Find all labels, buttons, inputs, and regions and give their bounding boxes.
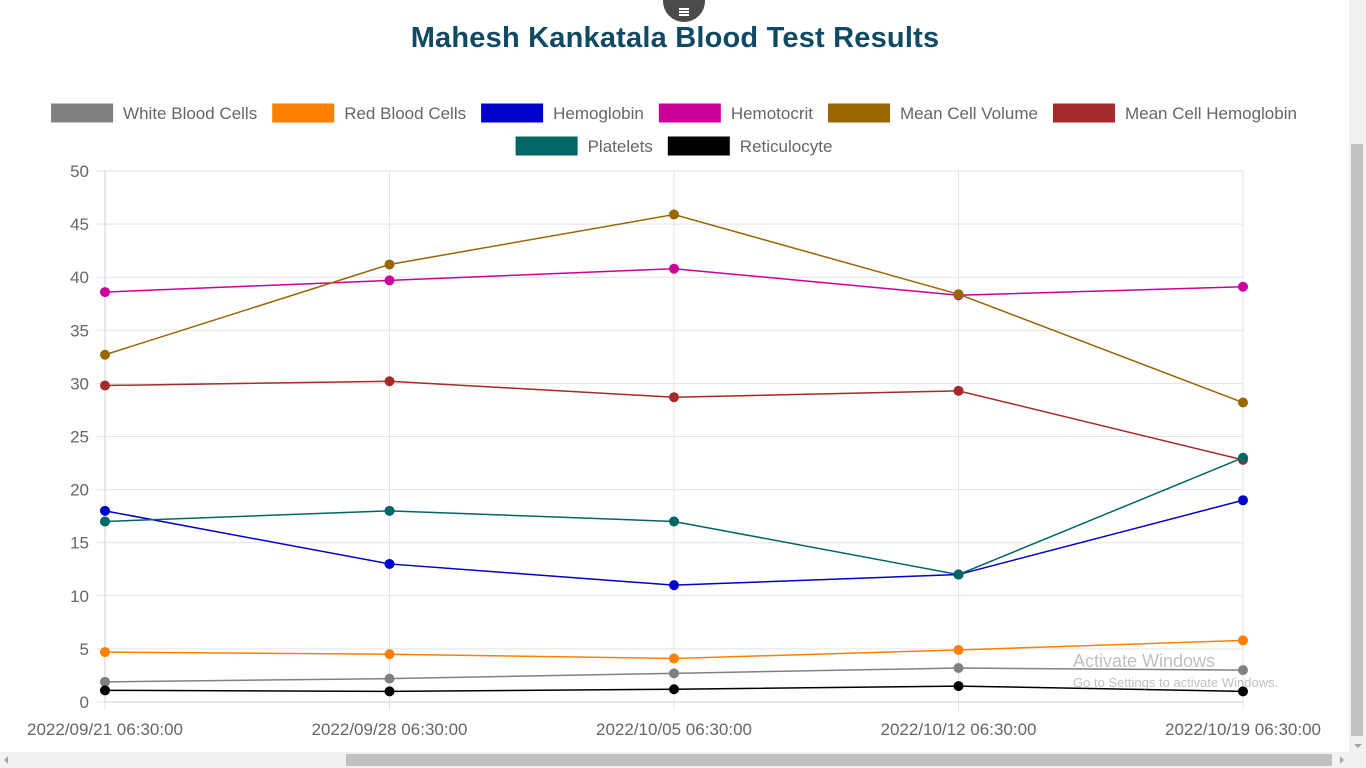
y-tick-label: 20	[70, 481, 89, 500]
vertical-scrollbar[interactable]	[1349, 0, 1366, 752]
y-tick-label: 30	[70, 374, 89, 393]
legend-label: Platelets	[588, 137, 653, 156]
legend-swatch	[481, 103, 544, 123]
data-point	[100, 380, 110, 391]
data-point	[669, 653, 679, 664]
scroll-right-arrow-icon[interactable]	[1340, 756, 1344, 764]
data-point	[953, 681, 964, 692]
chart-title: Mahesh Kankatala Blood Test Results	[410, 22, 940, 54]
legend-label: Mean Cell Volume	[900, 104, 1038, 123]
data-point	[669, 516, 679, 527]
data-point	[100, 516, 110, 527]
data-point	[669, 668, 679, 679]
data-point	[1238, 452, 1248, 463]
y-tick-label: 25	[70, 428, 89, 447]
legend-swatch	[51, 103, 114, 123]
vertical-scroll-thumb[interactable]	[1351, 144, 1363, 736]
line-chart: 0 5 10 15 20 25 30 35 40 45 50 2022/09/21 06:30:00 2…	[27, 103, 1321, 739]
data-point	[100, 287, 110, 298]
legend-swatch	[667, 136, 730, 156]
data-point	[953, 663, 964, 674]
x-tick-label: 2022/09/21 06:30:00	[27, 720, 183, 739]
y-tick-label: 50	[70, 162, 89, 181]
scroll-left-arrow-icon[interactable]	[4, 756, 8, 764]
data-point	[384, 649, 395, 660]
data-point	[100, 647, 110, 658]
legend-swatch	[515, 136, 578, 156]
legend-swatch	[658, 103, 721, 123]
data-point	[953, 644, 964, 655]
data-point	[384, 686, 395, 697]
data-point	[669, 684, 679, 695]
x-tick-label: 2022/10/12 06:30:00	[881, 720, 1037, 739]
data-point	[1238, 665, 1248, 676]
horizontal-scroll-thumb[interactable]	[346, 754, 1332, 766]
data-point	[669, 263, 679, 274]
data-point	[1238, 281, 1248, 292]
data-point	[1238, 495, 1248, 506]
data-point	[384, 376, 395, 387]
data-point	[669, 392, 679, 403]
data-point	[384, 275, 395, 286]
y-tick-label: 5	[80, 640, 89, 659]
data-point	[100, 676, 110, 687]
y-tick-label: 35	[70, 321, 89, 340]
x-tick-label: 2022/10/19 06:30:00	[1165, 720, 1321, 739]
data-point	[669, 209, 679, 220]
legend-label: Hemotocrit	[731, 104, 813, 123]
data-point	[953, 569, 964, 580]
legend-label: Hemoglobin	[553, 104, 644, 123]
data-point	[384, 558, 395, 569]
data-point	[384, 673, 395, 684]
y-tick-label: 10	[70, 587, 89, 606]
data-point	[100, 685, 110, 696]
legend-label: Mean Cell Hemoglobin	[1125, 104, 1297, 123]
scroll-down-arrow-icon[interactable]	[1354, 744, 1362, 748]
legend-swatch	[272, 103, 335, 123]
y-tick-label: 45	[70, 215, 89, 234]
data-point	[1238, 397, 1248, 408]
data-point	[669, 580, 679, 591]
data-point	[100, 349, 110, 360]
y-tick-label: 40	[70, 268, 89, 287]
data-point	[1238, 686, 1248, 697]
legend-label: Red Blood Cells	[344, 104, 466, 123]
x-tick-label: 2022/10/05 06:30:00	[596, 720, 752, 739]
legend-swatch	[828, 103, 891, 123]
hamburger-menu-icon[interactable]	[663, 0, 705, 22]
data-point	[100, 505, 110, 516]
legend-label: Reticulocyte	[740, 137, 833, 156]
y-tick-label: 0	[80, 693, 89, 712]
legend-label: White Blood Cells	[123, 104, 257, 123]
data-point	[953, 289, 964, 300]
x-tick-label: 2022/09/28 06:30:00	[312, 720, 468, 739]
data-point	[384, 259, 395, 270]
legend-swatch	[1052, 103, 1115, 123]
y-tick-label: 15	[70, 534, 89, 553]
data-point	[384, 505, 395, 516]
data-point	[953, 385, 964, 396]
data-point	[1238, 635, 1248, 646]
horizontal-scrollbar[interactable]	[0, 752, 1366, 768]
